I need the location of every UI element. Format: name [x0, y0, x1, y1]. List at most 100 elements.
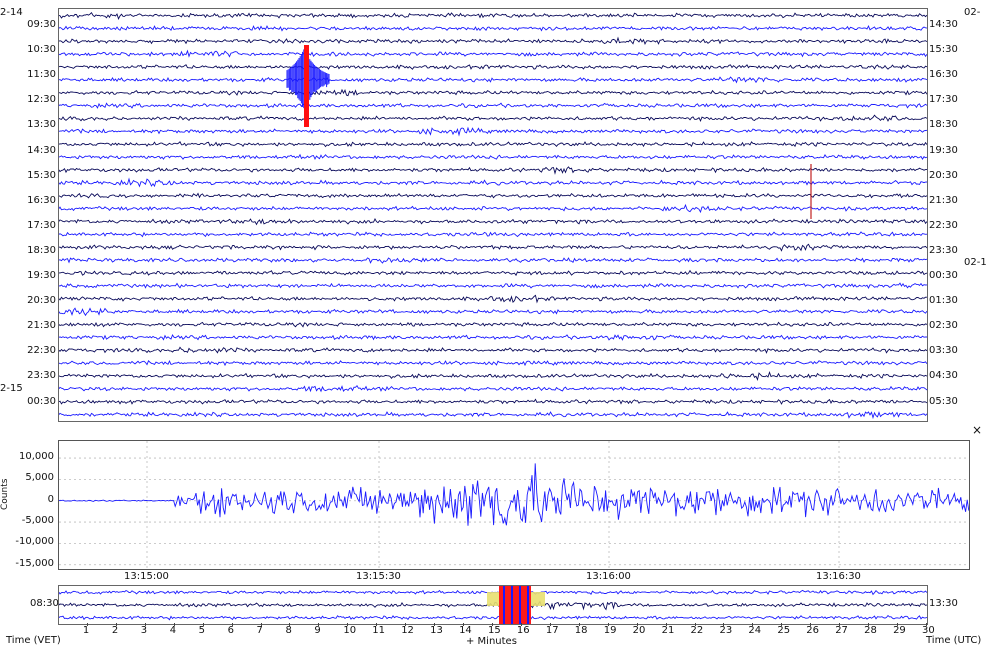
- strip-minute-tick-label: 22: [690, 625, 704, 636]
- zoom-y-tick-label: 0: [47, 493, 54, 505]
- strip-minute-tick-label: 8: [285, 625, 292, 636]
- strip-trace-row: [58, 614, 928, 621]
- helicorder-left-time-label: 20:30: [27, 295, 56, 307]
- strip-left-time: 08:30: [30, 598, 59, 609]
- strip-minute-tick-mark: [897, 623, 899, 626]
- helicorder-trace-row: [58, 64, 928, 70]
- strip-minute-tick-mark: [636, 623, 638, 626]
- helicorder-trace-row: [58, 126, 928, 137]
- strip-minute-tick-label: 4: [169, 625, 177, 636]
- helicorder-trace-row: [58, 321, 928, 328]
- strip-minute-tick-label: 15: [488, 625, 501, 636]
- strip-overview-plot[interactable]: [58, 585, 928, 625]
- zoom-x-tick-label: 13:15:00: [124, 571, 169, 582]
- helicorder-left-time-label: 00:30: [27, 395, 56, 407]
- strip-minute-tick-mark: [492, 623, 493, 626]
- helicorder-right-time-label: 16:30: [929, 69, 958, 81]
- strip-minute-tick-label: 19: [603, 625, 617, 636]
- helicorder-trace-row: [58, 231, 928, 238]
- strip-minute-tick-mark: [752, 623, 754, 626]
- helicorder-trace-row: [58, 36, 928, 46]
- strip-minute-tick-mark: [289, 623, 291, 626]
- helicorder-trace-row: [58, 307, 928, 317]
- strip-minute-tick-label: 25: [777, 625, 791, 636]
- helicorder-right-time-label: 14:30: [929, 19, 958, 30]
- helicorder-date-left-bottom: 2-15: [0, 383, 23, 394]
- strip-minute-tick-label: 20: [632, 625, 646, 636]
- helicorder-left-time-label: 13:30: [27, 119, 56, 131]
- strip-minute-tick-label: 24: [748, 625, 762, 636]
- helicorder-right-time-label: 03:30: [929, 345, 958, 357]
- strip-minute-tick-mark: [926, 623, 927, 626]
- helicorder-left-time-label: 21:30: [27, 320, 56, 332]
- helicorder-trace-row: [58, 359, 928, 367]
- helicorder-trace-row: [58, 76, 928, 84]
- helicorder-left-time-label: 14:30: [27, 144, 56, 156]
- helicorder-left-time-label: 18:30: [27, 244, 56, 256]
- strip-minute-tick-mark: [578, 623, 580, 626]
- helicorder-right-time-label: 22:30: [929, 219, 958, 231]
- strip-minute-tick-label: 6: [227, 625, 234, 636]
- helicorder-date-right-mid: 02-1: [964, 257, 987, 268]
- helicorder-trace-row: [58, 243, 928, 252]
- strip-minute-tick-mark: [868, 623, 870, 626]
- strip-minute-tick-label: 14: [459, 625, 472, 636]
- strip-right-time: 13:30: [929, 598, 958, 609]
- strip-minute-tick-label: 17: [545, 625, 559, 636]
- helicorder-trace-row: [58, 141, 928, 148]
- close-zoom-button[interactable]: ×: [972, 423, 983, 437]
- helicorder-trace-row: [58, 346, 928, 354]
- helicorder-left-time-label: 17:30: [27, 219, 56, 231]
- strip-minute-tick-mark: [549, 623, 551, 626]
- strip-minute-tick-mark: [115, 623, 117, 626]
- strip-traces-svg: [58, 586, 928, 624]
- zoom-y-tick-label: 5,000: [25, 472, 54, 484]
- helicorder-left-time-label: 16:30: [27, 194, 56, 206]
- helicorder-trace-row: [58, 282, 928, 289]
- helicorder-date-left-top: 2-14: [0, 7, 23, 18]
- helicorder-left-time-label: 19:30: [27, 270, 56, 281]
- strip-minute-tick-mark: [202, 623, 204, 626]
- helicorder-trace-row: [58, 398, 928, 405]
- helicorder-trace-row: [58, 25, 928, 32]
- helicorder-trace-row: [58, 49, 928, 58]
- strip-minute-tick-label: 5: [198, 625, 206, 636]
- strip-minute-tick-mark: [665, 623, 667, 626]
- strip-minute-tick-mark: [376, 623, 378, 626]
- helicorder-right-time-label: 23:30: [929, 244, 958, 256]
- helicorder-right-time-label: 01:30: [929, 295, 958, 307]
- zoom-x-tick-label: 13:16:30: [816, 571, 861, 582]
- strip-minute-tick-label: 28: [864, 625, 877, 636]
- strip-minute-tick-label: 23: [719, 625, 733, 636]
- helicorder-left-time-label: 23:30: [27, 370, 56, 382]
- strip-x-axis-title: + Minutes: [466, 636, 517, 647]
- helicorder-plot[interactable]: [58, 8, 928, 422]
- helicorder-right-time-label: 20:30: [929, 169, 958, 181]
- zoom-waveform-trace: [58, 463, 970, 526]
- strip-minute-tick-label: 2: [111, 625, 119, 636]
- helicorder-traces-svg: [58, 11, 928, 420]
- helicorder-right-time-label: 18:30: [929, 119, 958, 131]
- helicorder-trace-row: [58, 334, 927, 341]
- strip-minute-tick-mark: [520, 623, 522, 626]
- helicorder-left-time-label: 12:30: [27, 94, 56, 106]
- strip-minute-tick-label: 1: [82, 625, 90, 636]
- helicorder-trace-row: [58, 294, 927, 304]
- helicorder-trace-row: [58, 218, 928, 226]
- strip-minute-tick-mark: [405, 623, 407, 626]
- helicorder-left-time-label: 09:30: [27, 19, 56, 30]
- strip-event-stripe: [527, 586, 529, 624]
- strip-minute-tick-mark: [723, 623, 725, 626]
- strip-minute-tick-label: 26: [806, 625, 819, 636]
- strip-minute-tick-mark: [144, 623, 146, 626]
- zoom-waveform-svg: [58, 441, 970, 569]
- strip-minute-tick-label: 16: [516, 625, 530, 636]
- zoom-y-tick-label: 10,000: [19, 451, 54, 463]
- helicorder-trace-row: [58, 177, 928, 188]
- helicorder-right-time-label: 04:30: [929, 370, 958, 382]
- zoom-y-tick-label: -15,000: [15, 557, 54, 569]
- strip-event-stripe: [511, 586, 513, 624]
- zoom-waveform-panel[interactable]: [58, 440, 970, 570]
- helicorder-left-time-label: 11:30: [27, 69, 56, 81]
- strip-minute-tick-mark: [463, 623, 465, 626]
